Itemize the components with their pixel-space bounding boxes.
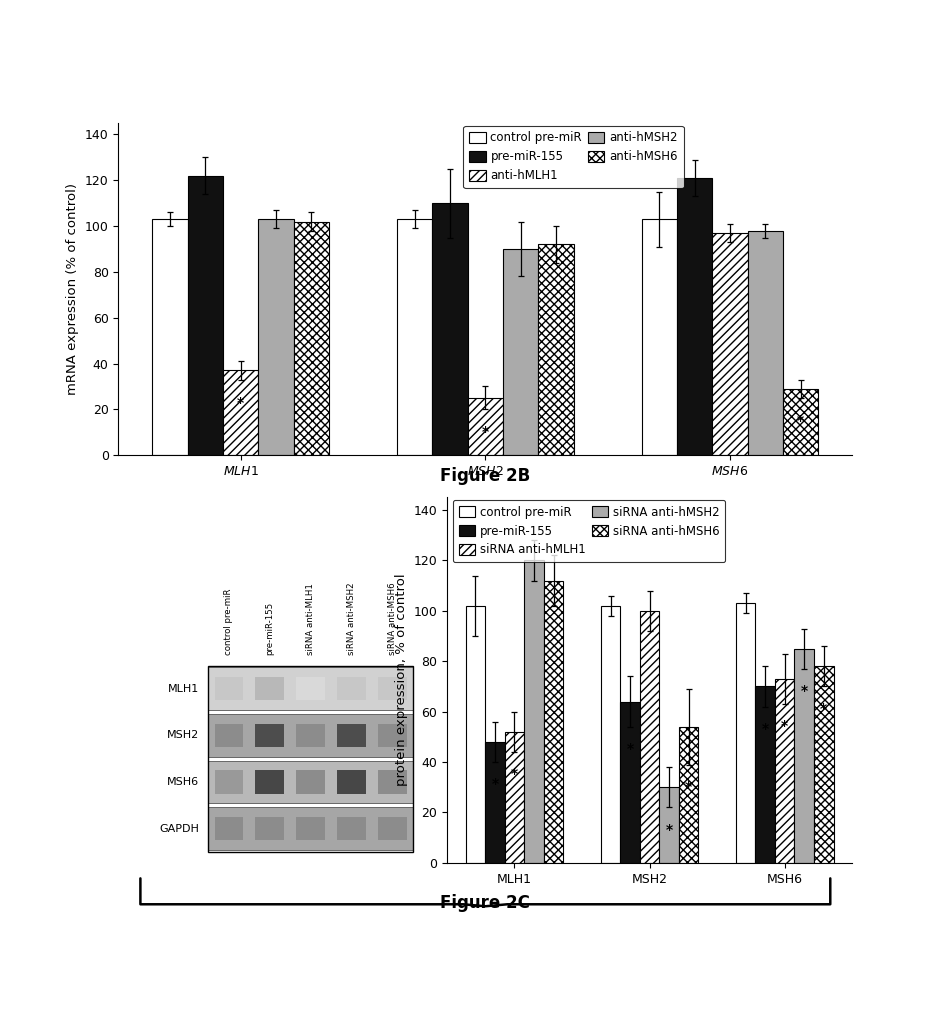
Bar	[756, 687, 775, 863]
Bar	[208, 667, 413, 710]
Text: *: *	[482, 425, 489, 440]
Bar	[747, 231, 783, 455]
Text: control pre-miR: control pre-miR	[224, 588, 233, 655]
Bar	[259, 219, 294, 455]
Bar	[294, 221, 329, 455]
Bar	[215, 678, 243, 700]
Text: *: *	[761, 722, 769, 736]
Bar	[378, 678, 406, 700]
Bar	[296, 724, 325, 747]
Bar	[337, 678, 366, 700]
Bar	[775, 679, 795, 863]
Bar	[296, 817, 325, 840]
Text: *: *	[797, 414, 804, 428]
Text: Figure 2C: Figure 2C	[440, 894, 530, 912]
Text: MSH6: MSH6	[168, 777, 200, 787]
Bar	[215, 771, 243, 793]
Text: *: *	[666, 822, 672, 836]
Bar	[642, 219, 677, 455]
Text: *: *	[491, 777, 498, 791]
Bar	[296, 771, 325, 793]
Text: *: *	[685, 780, 692, 793]
Bar	[208, 807, 413, 850]
Bar	[215, 724, 243, 747]
Bar	[468, 398, 503, 455]
Text: MLH1: MLH1	[169, 684, 200, 694]
Bar	[378, 817, 406, 840]
Text: MSH2: MSH2	[168, 731, 200, 740]
Bar	[296, 678, 325, 700]
Legend: control pre-miR, pre-miR-155, anti-hMLH1, anti-hMSH2, anti-hMSH6: control pre-miR, pre-miR-155, anti-hMLH1…	[463, 126, 684, 189]
Text: pre-miR-155: pre-miR-155	[265, 602, 275, 655]
Bar	[188, 175, 223, 455]
Bar	[503, 249, 538, 455]
Bar	[397, 219, 433, 455]
Bar	[208, 665, 413, 852]
Bar	[736, 604, 756, 863]
Bar	[677, 178, 712, 455]
Bar	[525, 561, 544, 863]
Y-axis label: mRNA expression (% of control): mRNA expression (% of control)	[66, 183, 80, 395]
Legend: control pre-miR, pre-miR-155, siRNA anti-hMLH1, siRNA anti-hMSH2, siRNA anti-hMS: control pre-miR, pre-miR-155, siRNA anti…	[453, 500, 725, 563]
Text: siRNA anti-MSH2: siRNA anti-MSH2	[347, 582, 356, 655]
Text: *: *	[510, 767, 518, 781]
Text: *: *	[781, 720, 788, 733]
Bar	[795, 649, 814, 863]
Bar	[433, 203, 468, 455]
Bar	[208, 761, 413, 804]
Bar	[712, 233, 747, 455]
Bar	[208, 714, 413, 756]
Bar	[256, 678, 284, 700]
Bar	[679, 727, 698, 863]
Text: Figure 2B: Figure 2B	[440, 467, 530, 485]
Bar	[659, 787, 679, 863]
Bar	[152, 219, 188, 455]
Y-axis label: protein expression, % of control: protein expression, % of control	[395, 574, 408, 786]
Text: siRNA anti-MSH6: siRNA anti-MSH6	[387, 582, 397, 655]
Text: *: *	[820, 701, 828, 715]
Bar	[337, 771, 366, 793]
Bar	[620, 701, 640, 863]
Bar	[783, 388, 818, 455]
Bar	[215, 817, 243, 840]
Bar	[544, 580, 563, 863]
Bar	[337, 817, 366, 840]
Bar	[814, 666, 833, 863]
Text: GAPDH: GAPDH	[160, 824, 200, 833]
Text: *: *	[237, 396, 244, 410]
Bar	[256, 817, 284, 840]
Bar	[223, 370, 259, 455]
Bar	[485, 742, 505, 863]
Bar	[600, 606, 620, 863]
Text: *: *	[627, 742, 634, 755]
Bar	[337, 724, 366, 747]
Bar	[256, 771, 284, 793]
Bar	[466, 606, 485, 863]
Text: siRNA anti-MLH1: siRNA anti-MLH1	[306, 583, 315, 655]
Text: *: *	[801, 684, 808, 698]
Bar	[640, 611, 659, 863]
Bar	[538, 244, 574, 455]
Bar	[378, 724, 406, 747]
Bar	[378, 771, 406, 793]
Bar	[505, 732, 525, 863]
Bar	[256, 724, 284, 747]
